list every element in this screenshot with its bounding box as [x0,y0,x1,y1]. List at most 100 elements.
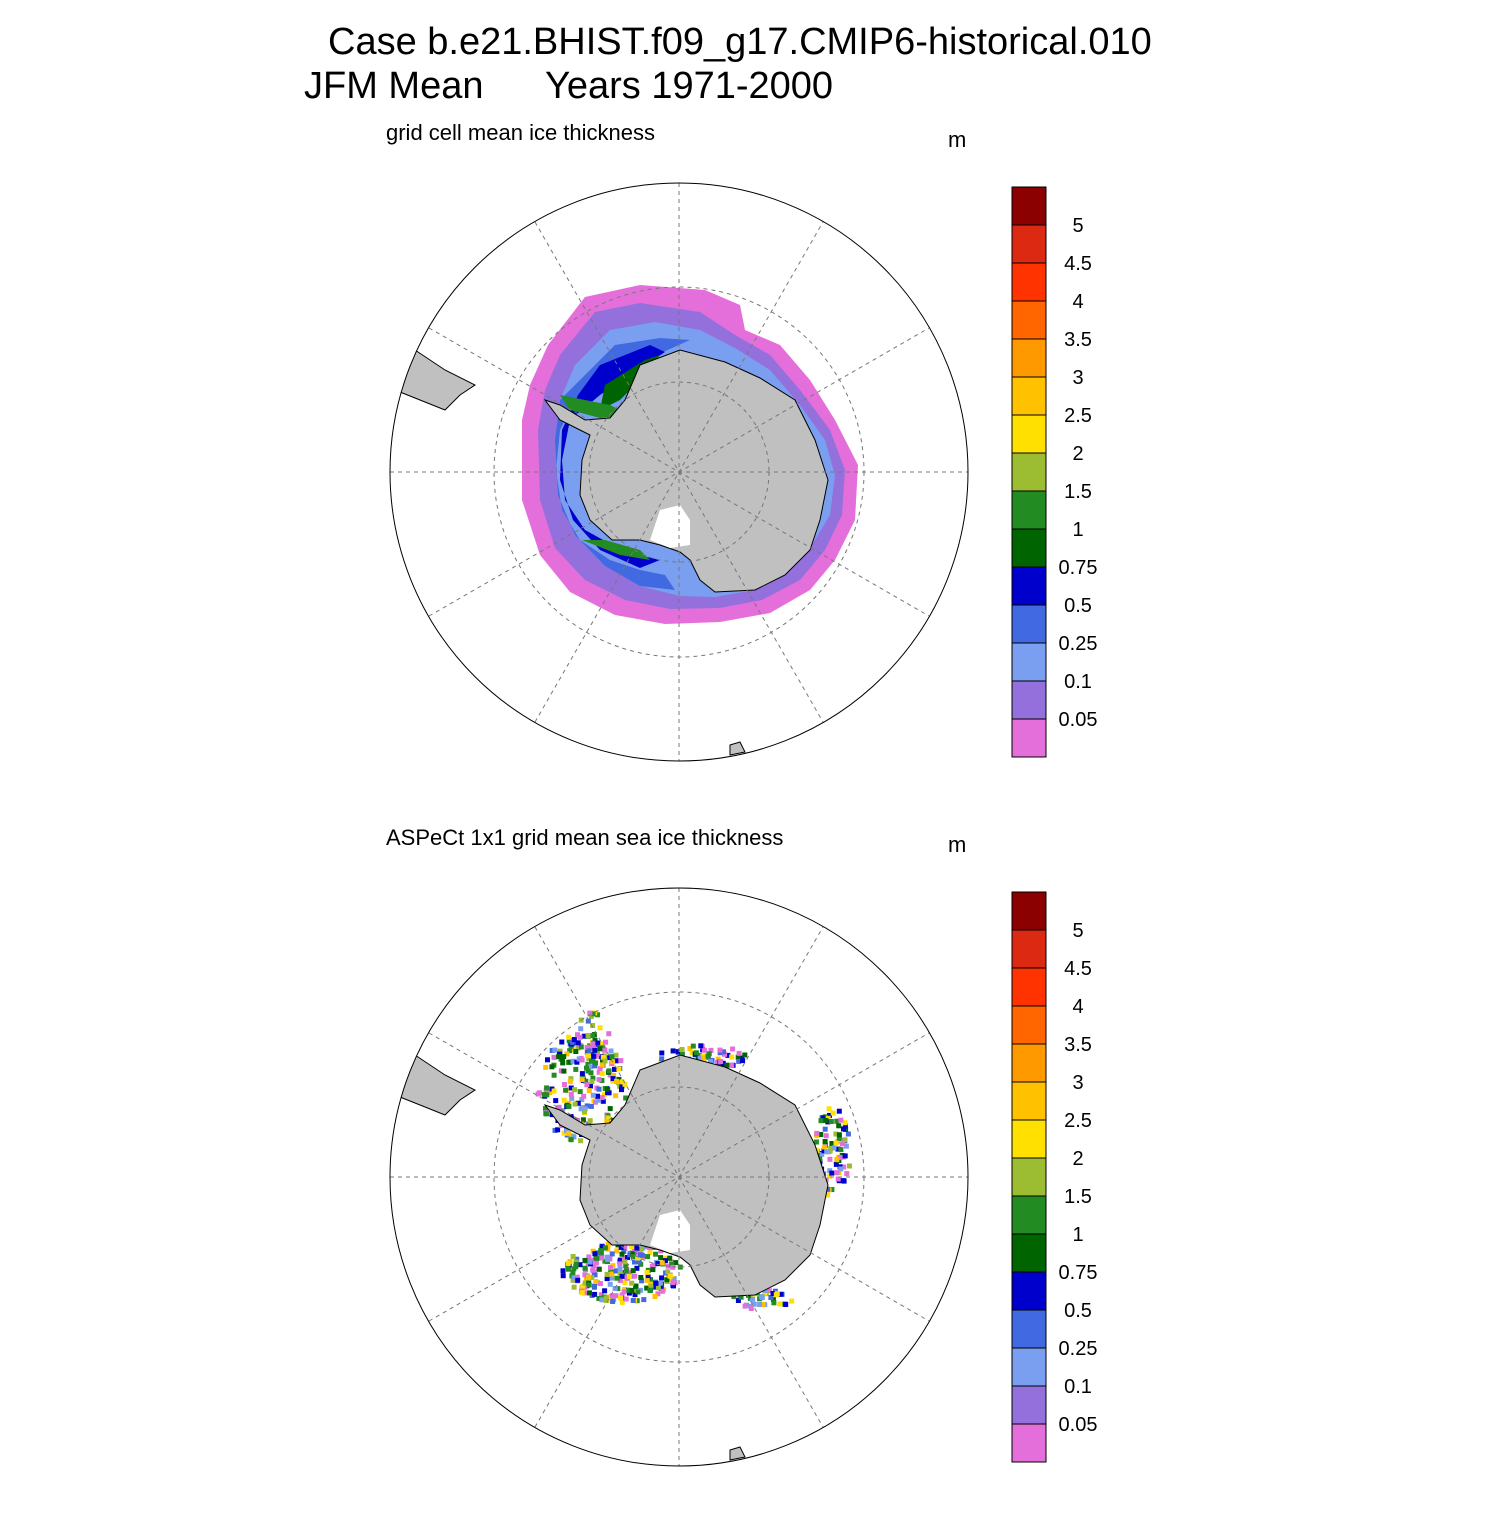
obs-cell [574,1059,580,1065]
colorbar-label: 3.5 [1064,1034,1092,1056]
obs-cell [543,1106,548,1112]
obs-cell [613,1093,619,1099]
obs-cell [637,1252,643,1258]
obs-cell [549,1048,555,1053]
obs-cell [580,1117,586,1123]
obs-cell [593,1060,599,1066]
obs-cell [729,1054,735,1060]
obs-cell [829,1141,835,1146]
obs-cell [544,1085,550,1091]
obs-cell [549,1064,555,1070]
obs-cell [841,1164,847,1170]
obs-cell [560,1273,566,1279]
obs-cell [649,1264,655,1269]
obs-cell [562,1082,567,1087]
colorbar-label: 3.5 [1064,329,1092,351]
obs-cell [818,1132,824,1137]
obs-cell [671,1277,677,1282]
colorbar-box [1011,1309,1047,1349]
obs-cell [636,1259,642,1265]
colorbar-label: 2 [1072,1148,1083,1170]
obs-cell [612,1066,617,1072]
obs-cell [579,1290,585,1296]
obs-cell [824,1149,830,1155]
obs-cell [577,1262,583,1268]
obs-cell [604,1119,610,1125]
obs-cell [598,1250,604,1256]
obs-cell [575,1045,581,1051]
obs-cell [586,1282,592,1288]
obs-cell [564,1051,570,1057]
obs-cell [847,1163,852,1169]
obs-cell [830,1110,836,1116]
obs-cell [555,1127,561,1133]
obs-cell [583,1078,589,1084]
obs-cell [592,1063,598,1069]
obs-cell [834,1170,840,1176]
obs-cell [560,1268,566,1274]
obs-cell [588,1103,594,1109]
obs-cell [840,1141,845,1147]
obs-cell [556,1054,562,1060]
obs-cell [600,1054,606,1060]
obs-cell [771,1300,777,1306]
obs-cell [697,1056,703,1061]
obs-cell [596,1077,602,1083]
obs-cell [595,1012,601,1018]
obs-cell [603,1295,609,1301]
colorbar-box [1011,1119,1047,1159]
map-border [389,887,969,1467]
obs-cell [835,1176,841,1182]
obs-cell [606,1297,612,1303]
obs-cell [838,1117,844,1123]
colorbar-label: 3 [1072,367,1083,389]
obs-cell [679,1047,685,1052]
obs-cell [592,1283,597,1289]
obs-cell [601,1092,607,1098]
obs-cell [632,1273,638,1279]
obs-cell [623,1268,629,1274]
obs-cell [599,1071,605,1077]
obs-cell [842,1120,848,1126]
obs-cell [667,1273,673,1279]
obs-cell [571,1275,577,1281]
colorbar-box [1011,300,1047,340]
obs-cell [585,1053,591,1058]
obs-cell [590,1011,596,1017]
obs-cell [836,1108,842,1114]
colorbar-label: 1.5 [1064,1186,1092,1208]
obs-cell [632,1259,637,1265]
obs-cell [567,1059,573,1065]
obs-cell [833,1131,839,1137]
obs-cell [687,1046,693,1051]
obs-cell [748,1306,754,1311]
obs-cell [783,1302,789,1307]
obs-cell [571,1266,577,1272]
obs-cell [647,1250,653,1256]
obs-cell [587,1259,593,1265]
obs-cell [671,1283,676,1289]
obs-cell [599,1095,605,1101]
obs-cell [584,1082,590,1088]
obs-cell [697,1052,702,1058]
obs-cell [573,1049,579,1054]
obs-cell [670,1264,676,1270]
obs-cell [840,1178,846,1184]
obs-cell [568,1085,574,1091]
obs-cell [564,1128,570,1134]
obs-cell [617,1261,623,1267]
colorbar-box [1011,1157,1047,1197]
obs-cell [568,1137,574,1143]
obs-cell [575,1040,581,1046]
obs-cell [842,1153,848,1159]
obs-cell [575,1100,581,1106]
obs-cell [742,1052,748,1058]
obs-cell [609,1251,615,1257]
colorbar-box [1011,1005,1047,1045]
obs-cell [609,1054,615,1060]
obs-cell [837,1155,843,1161]
obs-cell [618,1244,624,1250]
obs-cell [586,1056,592,1062]
obs-cell [543,1111,549,1117]
obs-cell [626,1287,631,1293]
